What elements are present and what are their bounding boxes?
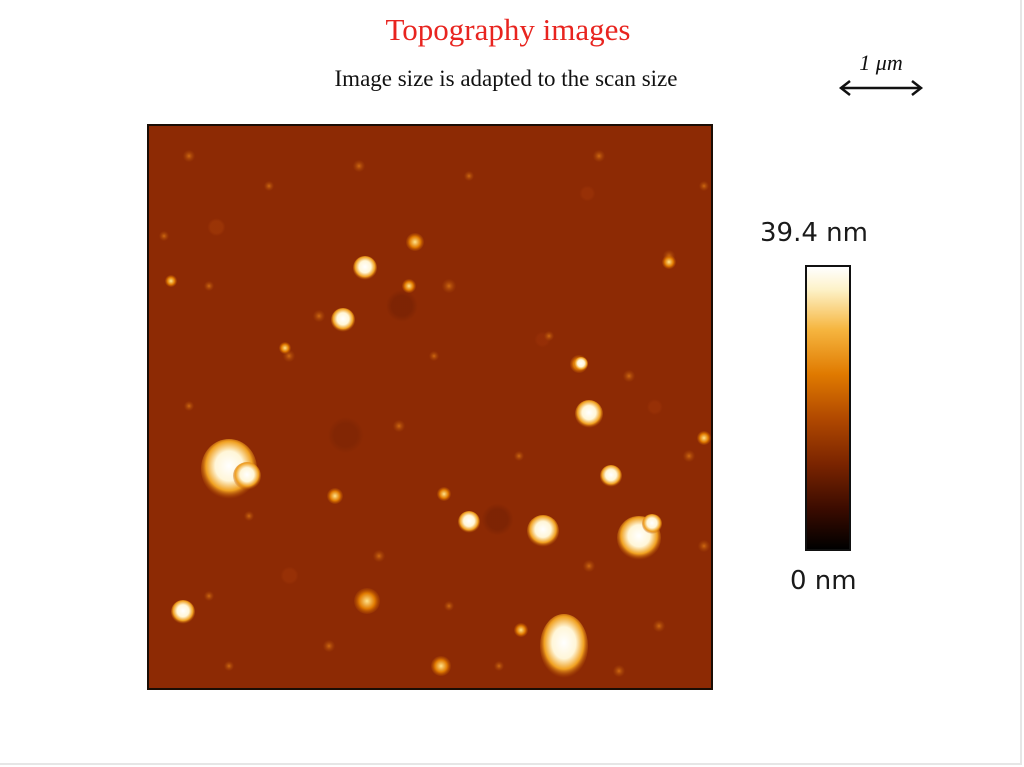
slide-title: Topography images	[385, 12, 631, 47]
scale-bar-label: 1 μm	[859, 50, 903, 75]
afm-topography-image	[147, 124, 713, 690]
colorbar-min-label: 0 nm	[790, 566, 857, 596]
surface-roughness	[159, 150, 710, 677]
scale-bar: 1 μm	[836, 50, 926, 100]
double-arrow-icon	[838, 80, 924, 96]
slide-subtitle: Image size is adapted to the scan size	[334, 66, 678, 91]
height-colorbar	[805, 265, 851, 551]
afm-particles	[159, 150, 711, 678]
colorbar-max-label: 39.4 nm	[760, 218, 868, 248]
bright-particles	[171, 256, 662, 678]
